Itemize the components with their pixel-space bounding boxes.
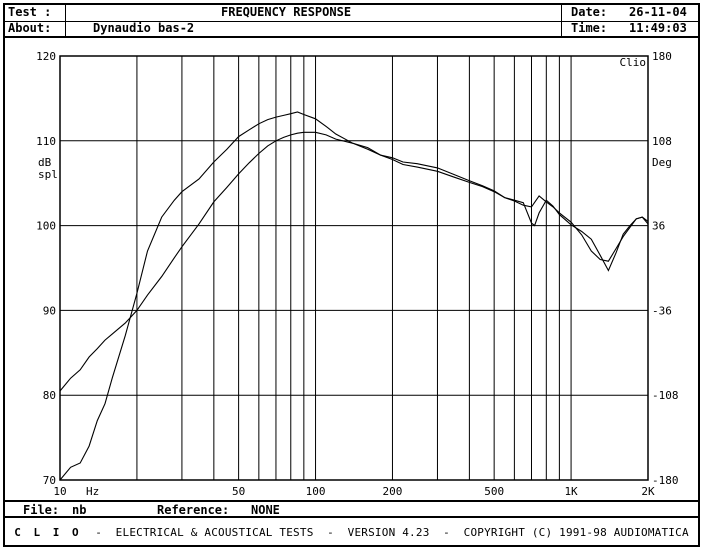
file-value: nb [72,503,87,517]
y-tick-label: 100 [36,220,56,233]
y2-tick-label: 180 [652,50,672,63]
y2-tick-label: -36 [652,304,672,317]
y-tick-label: 90 [43,304,56,317]
series-line-2 [59,131,649,392]
y-tick-label: 80 [43,389,56,402]
x-tick-label: 500 [484,485,504,498]
copyright-text: - ELECTRICAL & ACOUSTICAL TESTS - VERSIO… [81,526,689,539]
reference-label: Reference: [157,503,230,517]
footer-bar: File: nb Reference: NONE [5,500,698,518]
window-frame [3,3,700,547]
header-row-2: About: Dynaudio bas-2 Time: 11:49:03 [5,21,698,38]
y-tick-label: 120 [36,50,56,63]
corner-label: Clio [620,56,647,69]
reference-value: NONE [251,503,280,517]
x-tick-label: 100 [306,485,326,498]
y-tick-label: 70 [43,474,56,487]
page-title: FREQUENCY RESPONSE [221,5,352,19]
y-axis-label: dB [38,156,52,169]
x-tick-label: 1K [564,485,578,498]
date-label: Date: [571,5,608,19]
x-tick-label: 10 [53,485,66,498]
about-value: Dynaudio bas-2 [93,21,195,35]
plot-border [59,55,649,481]
x-tick-label: 200 [383,485,403,498]
header-row-1: Test : FREQUENCY RESPONSE Date: 26-11-04 [5,5,698,22]
header: Test : FREQUENCY RESPONSE Date: 26-11-04… [5,5,698,38]
status-bar: C L I O - ELECTRICAL & ACOUSTICAL TESTS … [5,522,698,544]
x-tick-label: 2K [641,485,655,498]
y2-tick-label: -180 [652,474,679,487]
y2-tick-label: -108 [652,389,679,402]
y2-tick-label: 36 [652,220,665,233]
brand-label: C L I O [14,526,82,539]
header-divider-left [65,5,66,37]
time-value: 11:49:03 [629,21,687,35]
y-tick-label: 110 [36,135,56,148]
y-axis-label: spl [38,168,58,181]
time-label: Time: [571,21,608,35]
y2-axis-label: Deg [652,156,672,169]
y2-tick-label: 108 [652,135,672,148]
x-unit-label: Hz [86,485,99,498]
date-value: 26-11-04 [629,5,687,19]
about-label: About: [8,21,52,35]
test-label: Test : [8,5,52,19]
x-tick-label: 50 [232,485,245,498]
file-label: File: [23,503,60,517]
header-divider-right [561,5,562,37]
